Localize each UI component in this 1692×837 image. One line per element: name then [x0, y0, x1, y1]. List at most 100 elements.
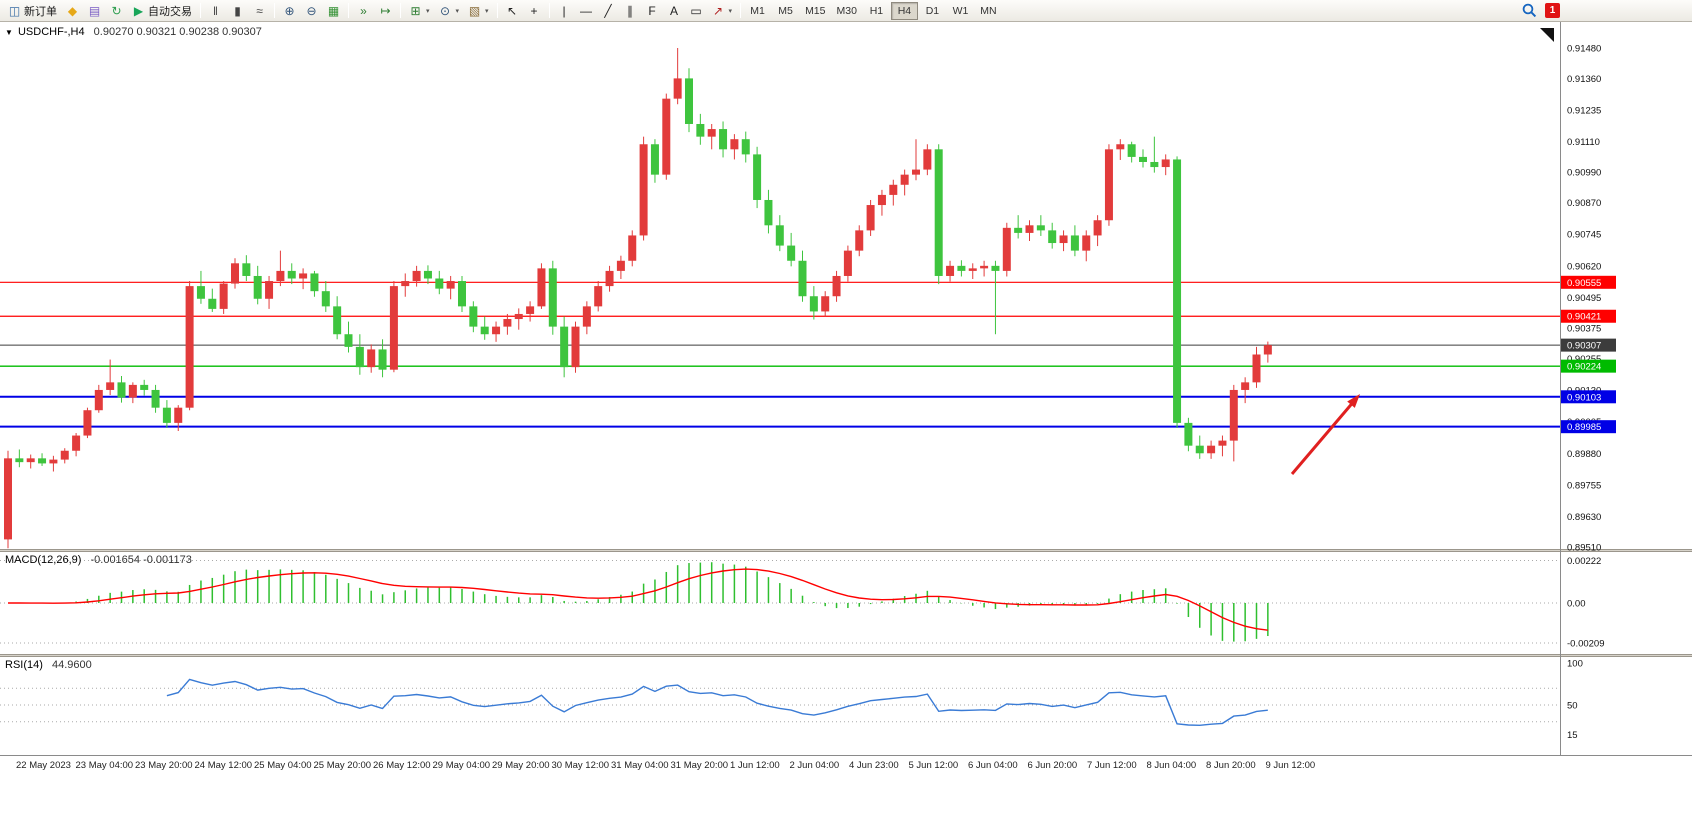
- periods-icon: ⊙: [439, 3, 451, 18]
- trendline-icon: ╱: [604, 3, 612, 18]
- chart-shift-button[interactable]: ↦: [375, 1, 396, 20]
- text-icon: A: [670, 3, 679, 18]
- svg-text:0.90307: 0.90307: [1567, 341, 1601, 352]
- svg-text:7 Jun 12:00: 7 Jun 12:00: [1087, 760, 1137, 771]
- svg-text:0.90224: 0.90224: [1567, 362, 1601, 373]
- toolbar-separator: [348, 3, 349, 18]
- timeframe-h1-button[interactable]: H1: [863, 2, 890, 20]
- autotrading-icon: ▶: [133, 3, 144, 18]
- panel-splitters[interactable]: [0, 549, 1692, 657]
- macd-title: MACD(12,26,9) -0.001654 -0.001173: [5, 554, 192, 566]
- rsi-value: 44.9600: [51, 659, 92, 671]
- tile-windows-icon: ▦: [327, 3, 340, 18]
- toolbar-right-group: 1: [1522, 3, 1560, 18]
- new-order-icon: ◫: [8, 3, 21, 18]
- timeframe-toolbar: M1 M5 M15 M30 H1 H4 D1 W1 MN: [744, 0, 1002, 21]
- candlestick-chart-button[interactable]: ▮: [227, 1, 248, 20]
- toolbar-separator: [274, 3, 275, 18]
- svg-text:29 May 20:00: 29 May 20:00: [492, 760, 550, 771]
- chart-title: ▼ USDCHF-,H4 0.90270 0.90321 0.90238 0.9…: [5, 26, 262, 38]
- svg-text:25 May 04:00: 25 May 04:00: [254, 760, 312, 771]
- svg-text:6 Jun 04:00: 6 Jun 04:00: [968, 760, 1018, 771]
- trendline-button[interactable]: ╱: [598, 1, 619, 20]
- search-icon[interactable]: [1522, 3, 1537, 18]
- chart-window[interactable]: 0.91480 0.91360 0.91235 0.91110 0.90990 0.908…: [0, 22, 1692, 837]
- svg-text:0.91110: 0.91110: [1567, 137, 1600, 148]
- toolbar-separator: [740, 3, 742, 18]
- svg-text:0.90103: 0.90103: [1567, 392, 1601, 403]
- svg-text:0.89985: 0.89985: [1567, 422, 1601, 433]
- svg-text:0.90375: 0.90375: [1567, 323, 1601, 334]
- trend-arrow-annotation[interactable]: [1290, 394, 1360, 475]
- cursor-icon: ↖: [507, 3, 518, 18]
- market-watch-button[interactable]: ▤: [84, 1, 105, 20]
- channel-button[interactable]: ∥: [620, 1, 641, 20]
- zoom-out-button[interactable]: ⊖: [301, 1, 322, 20]
- chart-corner-icon[interactable]: [1540, 28, 1554, 42]
- svg-text:0.00222: 0.00222: [1567, 556, 1601, 567]
- market-watch-icon: ▤: [88, 3, 101, 18]
- timeframe-d1-button[interactable]: D1: [919, 2, 946, 20]
- metaeditor-button[interactable]: ◆: [62, 1, 83, 20]
- svg-text:22 May 2023: 22 May 2023: [16, 760, 71, 771]
- cursor-button[interactable]: ↖: [502, 1, 523, 20]
- horizontal-line-button[interactable]: —: [576, 1, 597, 20]
- svg-text:0.00: 0.00: [1567, 599, 1586, 610]
- svg-text:0.90990: 0.90990: [1567, 168, 1601, 179]
- templates-button[interactable]: ▧ ▾: [464, 1, 493, 20]
- timeframe-h4-button[interactable]: H4: [890, 1, 918, 20]
- auto-scroll-button[interactable]: »: [353, 1, 374, 20]
- new-order-button[interactable]: ◫ 新订单: [4, 1, 61, 20]
- price-axis[interactable]: 0.91480 0.91360 0.91235 0.91110 0.90990 0.908…: [1567, 44, 1601, 554]
- notification-badge[interactable]: 1: [1545, 3, 1560, 18]
- zoom-out-icon: ⊖: [306, 3, 317, 18]
- time-axis[interactable]: 22 May 2023 23 May 04:00 23 May 20:00 24 Ma…: [16, 760, 1315, 771]
- periods-button[interactable]: ⊙ ▾: [435, 1, 464, 20]
- caret-down-icon: ▾: [485, 7, 489, 15]
- fibonacci-icon: F: [648, 3, 656, 18]
- timeframe-m15-button[interactable]: M15: [800, 2, 830, 20]
- metaeditor-icon: ◆: [67, 3, 78, 18]
- svg-text:0.91360: 0.91360: [1567, 74, 1601, 85]
- candlestick-chart-icon: ▮: [234, 3, 241, 18]
- macd-label: MACD(12,26,9): [5, 554, 82, 566]
- svg-text:0.91480: 0.91480: [1567, 44, 1601, 55]
- svg-text:23 May 20:00: 23 May 20:00: [135, 760, 193, 771]
- crosshair-button[interactable]: +: [524, 1, 545, 20]
- arrows-button[interactable]: ↗ ▾: [708, 1, 737, 20]
- timeframe-mn-button[interactable]: MN: [975, 2, 1002, 20]
- line-chart-icon: ≈: [256, 3, 263, 18]
- svg-text:0.90255: 0.90255: [1567, 354, 1601, 365]
- timeframe-m30-button[interactable]: M30: [832, 2, 862, 20]
- line-chart-button[interactable]: ≈: [249, 1, 270, 20]
- svg-text:100: 100: [1567, 659, 1583, 670]
- fibonacci-button[interactable]: F: [642, 1, 663, 20]
- svg-text:0.90620: 0.90620: [1567, 261, 1601, 272]
- timeframe-m5-button[interactable]: M5: [772, 2, 799, 20]
- svg-text:0.89755: 0.89755: [1567, 480, 1601, 491]
- vertical-line-button[interactable]: |: [554, 1, 575, 20]
- svg-text:26 May 12:00: 26 May 12:00: [373, 760, 431, 771]
- rsi-label: RSI(14): [5, 659, 43, 671]
- timeframe-m1-button[interactable]: M1: [744, 2, 771, 20]
- caret-down-icon: ▾: [426, 7, 430, 15]
- chart-ohlc-values: 0.90270 0.90321 0.90238 0.90307: [93, 26, 262, 38]
- label-button[interactable]: ▭: [686, 1, 707, 20]
- chart-collapse-icon[interactable]: ▼: [5, 28, 13, 37]
- svg-text:9 Jun 12:00: 9 Jun 12:00: [1266, 760, 1316, 771]
- autotrading-button[interactable]: ▶ 自动交易: [128, 1, 196, 20]
- zoom-in-button[interactable]: ⊕: [279, 1, 300, 20]
- timeframe-w1-button[interactable]: W1: [947, 2, 974, 20]
- price-chart[interactable]: 0.91480 0.91360 0.91235 0.91110 0.90990 0.908…: [0, 22, 1692, 774]
- indicators-button[interactable]: ⊞ ▾: [405, 1, 434, 20]
- svg-text:0.90495: 0.90495: [1567, 293, 1601, 304]
- refresh-button[interactable]: ↻: [106, 1, 127, 20]
- indicators-icon: ⊞: [410, 3, 421, 18]
- svg-text:0.90870: 0.90870: [1567, 198, 1601, 209]
- tile-windows-button[interactable]: ▦: [323, 1, 344, 20]
- macd-values: -0.001654 -0.001173: [90, 554, 192, 566]
- toolbar-separator: [496, 3, 498, 18]
- bar-chart-button[interactable]: ‖: [205, 1, 226, 20]
- text-button[interactable]: A: [664, 1, 685, 20]
- chart-symbol-label: USDCHF-,H4: [17, 26, 85, 38]
